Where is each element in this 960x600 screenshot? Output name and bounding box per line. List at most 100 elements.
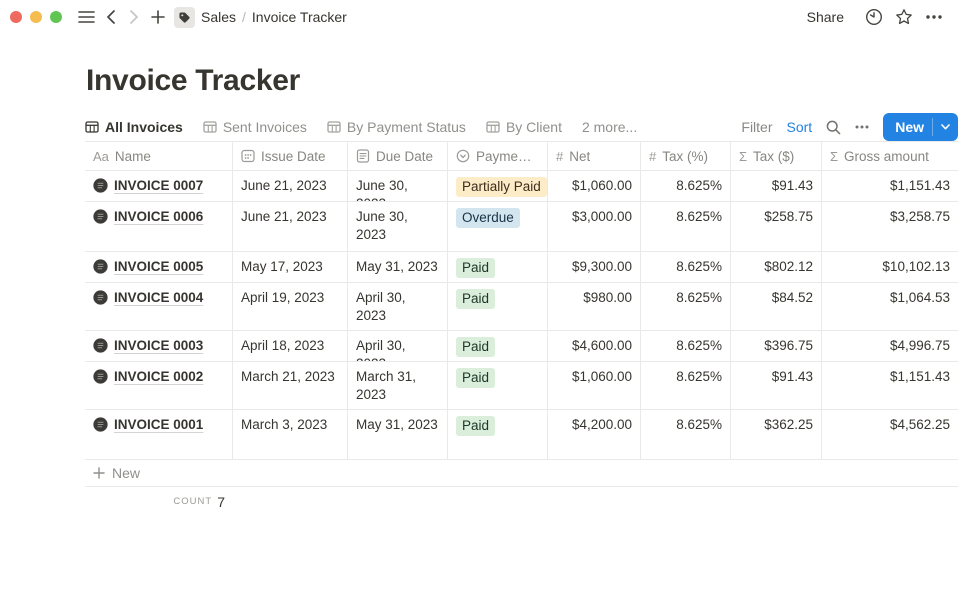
cell-name[interactable]: INVOICE 0007 (85, 171, 233, 201)
invoice-page-link[interactable]: INVOICE 0007 (114, 178, 204, 193)
invoice-page-link[interactable]: INVOICE 0006 (114, 209, 204, 224)
star-icon (896, 9, 912, 25)
updates-button[interactable] (862, 5, 886, 29)
column-header-name[interactable]: Aa Name (85, 142, 233, 170)
cell-tax-pct[interactable]: 8.625% (641, 283, 731, 330)
back-button[interactable] (98, 5, 122, 29)
share-button[interactable]: Share (806, 9, 844, 25)
cell-net[interactable]: $4,200.00 (548, 410, 641, 459)
column-header-tax-usd[interactable]: Σ Tax ($) (731, 142, 822, 170)
cell-issue-date[interactable]: April 18, 2023 (233, 331, 348, 361)
cell-due-date[interactable]: June 30, 2023 (348, 202, 448, 251)
search-button[interactable] (826, 120, 841, 135)
cell-gross[interactable]: $1,151.43 (889, 178, 950, 193)
cell-issue-date[interactable]: June 21, 2023 (233, 171, 348, 201)
breadcrumb-page[interactable]: Invoice Tracker (251, 9, 347, 25)
filter-button[interactable]: Filter (741, 119, 773, 135)
cell-tax-usd[interactable]: $91.43 (731, 171, 822, 201)
cell-payment-status[interactable]: Overdue (448, 202, 548, 251)
sort-button[interactable]: Sort (786, 119, 813, 135)
cell-gross[interactable]: $4,562.25 (889, 417, 950, 432)
tab-all-invoices[interactable]: All Invoices (85, 119, 183, 135)
cell-name[interactable]: INVOICE 0003 (85, 331, 233, 361)
cell-net[interactable]: $1,060.00 (548, 362, 641, 409)
forward-button[interactable] (122, 5, 146, 29)
cell-net[interactable]: $3,000.00 (548, 202, 641, 251)
cell-payment-status[interactable]: Paid (448, 362, 548, 409)
invoice-page-link[interactable]: INVOICE 0002 (114, 369, 204, 384)
cell-gross[interactable]: $1,064.53 (889, 290, 950, 305)
close-window-button[interactable] (10, 11, 22, 23)
tab-sent-invoices[interactable]: Sent Invoices (203, 119, 307, 135)
cell-issue-date[interactable]: March 3, 2023 (233, 410, 348, 459)
more-options-button[interactable] (922, 5, 946, 29)
cell-payment-status[interactable]: Partially Paid (448, 171, 548, 201)
cell-tax-pct[interactable]: 8.625% (641, 410, 731, 459)
cell-name[interactable]: INVOICE 0004 (85, 283, 233, 330)
new-entry-button[interactable]: New (883, 113, 958, 141)
new-entry-label[interactable]: New (895, 119, 924, 135)
cell-payment-status[interactable]: Paid (448, 331, 548, 361)
cell-issue-date[interactable]: June 21, 2023 (233, 202, 348, 251)
invoice-page-link[interactable]: INVOICE 0004 (114, 290, 204, 305)
cell-issue-date[interactable]: April 19, 2023 (233, 283, 348, 330)
cell-tax-pct[interactable]: 8.625% (641, 171, 731, 201)
column-header-issue-date[interactable]: Issue Date (233, 142, 348, 170)
new-page-button[interactable] (146, 5, 170, 29)
column-header-net[interactable]: # Net (548, 142, 641, 170)
more-views-button[interactable]: 2 more... (581, 119, 638, 135)
cell-tax-usd[interactable]: $396.75 (731, 331, 822, 361)
cell-tax-usd[interactable]: $258.75 (731, 202, 822, 251)
cell-name[interactable]: INVOICE 0006 (85, 202, 233, 251)
cell-gross[interactable]: $1,151.43 (889, 369, 950, 384)
column-header-tax-pct[interactable]: # Tax (%) (641, 142, 731, 170)
cell-tax-pct[interactable]: 8.625% (641, 252, 731, 282)
cell-tax-pct[interactable]: 8.625% (641, 202, 731, 251)
cell-issue-date[interactable]: March 21, 2023 (233, 362, 348, 409)
cell-due-date[interactable]: May 31, 2023 (348, 252, 448, 282)
zoom-window-button[interactable] (50, 11, 62, 23)
cell-gross[interactable]: $3,258.75 (889, 209, 950, 224)
invoice-page-link[interactable]: INVOICE 0005 (114, 259, 204, 274)
favorite-button[interactable] (892, 5, 916, 29)
cell-tax-usd[interactable]: $362.25 (731, 410, 822, 459)
column-header-due-date[interactable]: Due Date (348, 142, 448, 170)
cell-due-date[interactable]: April 30, 2023 (348, 331, 448, 361)
cell-tax-usd[interactable]: $802.12 (731, 252, 822, 282)
cell-net[interactable]: $1,060.00 (548, 171, 641, 201)
column-header-gross[interactable]: Σ Gross amount (830, 148, 929, 164)
new-entry-dropdown[interactable] (933, 113, 958, 141)
cell-name[interactable]: INVOICE 0005 (85, 252, 233, 282)
cell-payment-status[interactable]: Paid (448, 252, 548, 282)
sidebar-toggle-button[interactable] (74, 5, 98, 29)
invoice-page-link[interactable]: INVOICE 0001 (114, 417, 204, 432)
cell-tax-pct[interactable]: 8.625% (641, 362, 731, 409)
cell-issue-date[interactable]: May 17, 2023 (233, 252, 348, 282)
cell-due-date[interactable]: March 31, 2023 (348, 362, 448, 409)
cell-net[interactable]: $980.00 (548, 283, 641, 330)
cell-due-date[interactable]: May 31, 2023 (348, 410, 448, 459)
cell-net[interactable]: $4,600.00 (548, 331, 641, 361)
add-row-button[interactable]: New (85, 460, 958, 487)
cell-due-date[interactable]: June 30, 2023 (348, 171, 448, 201)
tab-by-payment-status[interactable]: By Payment Status (327, 119, 466, 135)
cell-tax-pct[interactable]: 8.625% (641, 331, 731, 361)
view-options-button[interactable] (855, 125, 869, 129)
breadcrumb-section[interactable]: Sales (201, 9, 237, 25)
cell-name[interactable]: INVOICE 0001 (85, 410, 233, 459)
tab-by-client[interactable]: By Client (486, 119, 562, 135)
cell-tax-usd[interactable]: $91.43 (731, 362, 822, 409)
minimize-window-button[interactable] (30, 11, 42, 23)
cell-payment-status[interactable]: Paid (448, 410, 548, 459)
cell-gross[interactable]: $10,102.13 (882, 259, 950, 274)
column-header-payment-status[interactable]: Payment ... (448, 142, 548, 170)
cell-tax-usd[interactable]: $84.52 (731, 283, 822, 330)
cell-due-date[interactable]: April 30, 2023 (348, 283, 448, 330)
page-icon-tag[interactable] (174, 6, 195, 28)
count-summary[interactable]: count 7 (85, 487, 233, 516)
cell-gross[interactable]: $4,996.75 (889, 338, 950, 353)
cell-name[interactable]: INVOICE 0002 (85, 362, 233, 409)
cell-payment-status[interactable]: Paid (448, 283, 548, 330)
invoice-page-link[interactable]: INVOICE 0003 (114, 338, 204, 353)
cell-net[interactable]: $9,300.00 (548, 252, 641, 282)
